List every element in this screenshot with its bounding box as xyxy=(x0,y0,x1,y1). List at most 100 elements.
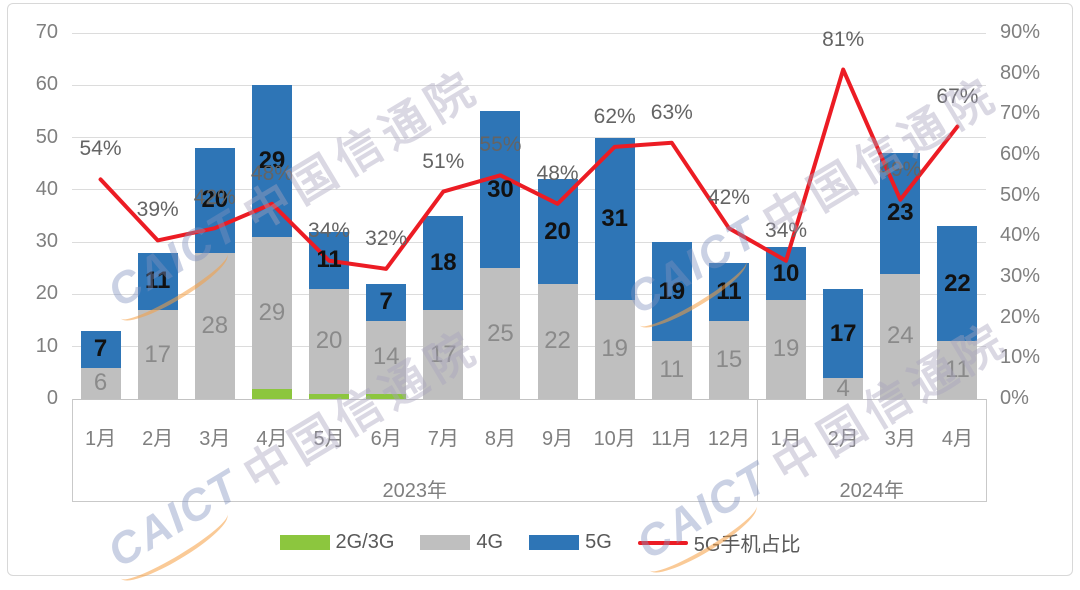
bar-label-4g: 19 xyxy=(601,335,629,363)
line-data-label: 48% xyxy=(536,161,579,185)
bar-segment-5g xyxy=(423,216,464,311)
bar-label-4g: 19 xyxy=(772,335,800,363)
line-data-label: 51% xyxy=(422,149,465,173)
left-axis-tick: 60 xyxy=(35,73,58,96)
left-axis-tick: 70 xyxy=(35,21,58,43)
bar-label-4g: 17 xyxy=(429,340,457,368)
bar-label-5g: 31 xyxy=(601,204,629,232)
bar-segment-2g3g xyxy=(366,393,407,399)
bar-label-4g: 11 xyxy=(944,356,970,384)
legend-label: 5G xyxy=(585,531,612,553)
bar-segment-5g xyxy=(137,252,178,311)
line-data-label: 49% xyxy=(879,157,922,181)
month-label: 5月 xyxy=(313,428,345,450)
bar-segment-5g xyxy=(823,289,864,379)
line-data-label: 32% xyxy=(365,226,408,250)
gridline xyxy=(72,346,986,348)
bar-label-4g: 29 xyxy=(258,298,286,326)
right-axis-tick: 70% xyxy=(1000,102,1041,125)
legend-swatch xyxy=(279,535,330,550)
category-divider xyxy=(757,399,758,502)
line-data-label: 55% xyxy=(479,133,522,157)
category-divider xyxy=(71,399,73,502)
legend-line-swatch xyxy=(637,540,688,545)
bar-segment-5g xyxy=(937,226,978,342)
gridline xyxy=(72,241,986,243)
left-axis-tick: 30 xyxy=(35,230,58,253)
bar-segment-4g xyxy=(937,341,978,399)
bar-segment-2g3g xyxy=(309,393,350,399)
bar-segment-5g xyxy=(366,283,407,321)
bar-label-4g: 28 xyxy=(201,311,229,339)
month-label: 4月 xyxy=(941,428,973,450)
bar-segment-5g xyxy=(708,263,749,321)
left-axis-tick: 0 xyxy=(46,387,58,409)
year-label: 2023年 xyxy=(382,480,448,502)
chart-frame xyxy=(7,3,1073,576)
legend-label: 4G xyxy=(476,531,504,553)
year-label: 2024年 xyxy=(839,480,905,502)
bar-label-4g: 20 xyxy=(315,327,343,355)
bar-segment-4g xyxy=(251,236,292,389)
bar-label-5g: 10 xyxy=(772,259,800,287)
category-divider xyxy=(985,399,987,502)
line-data-label: 81% xyxy=(822,27,865,51)
line-data-label: 34% xyxy=(308,218,351,242)
bar-label-4g: 22 xyxy=(544,327,571,355)
right-axis-tick: 50% xyxy=(1000,183,1041,206)
bar-label-5g: 20 xyxy=(201,186,229,214)
bar-label-5g: 30 xyxy=(487,175,514,203)
left-axis-tick: 20 xyxy=(35,282,58,305)
legend-item-2g3g: 2G/3G xyxy=(279,531,394,554)
line-data-label: 63% xyxy=(650,100,693,124)
bar-label-5g: 19 xyxy=(658,277,686,305)
right-axis-tick: 20% xyxy=(1000,305,1041,328)
line-data-label: 67% xyxy=(936,84,979,108)
bar-segment-4g xyxy=(480,268,521,399)
right-axis-tick: 60% xyxy=(1000,143,1041,165)
legend-item-4g: 4G xyxy=(420,531,503,554)
gridline xyxy=(72,293,986,295)
bar-segment-4g xyxy=(594,299,635,399)
line-data-label: 42% xyxy=(707,186,750,210)
bar-segment-5g xyxy=(194,148,235,253)
month-label: 2月 xyxy=(142,428,174,450)
bar-segment-4g xyxy=(766,299,807,399)
gridline xyxy=(72,32,986,34)
right-axis-tick: 40% xyxy=(1000,224,1041,247)
line-data-label: 54% xyxy=(79,137,122,161)
bar-segment-4g xyxy=(537,283,578,399)
bar-label-5g: 11 xyxy=(145,267,171,295)
bar-label-4g: 4 xyxy=(836,374,850,402)
bar-label-4g: 6 xyxy=(93,369,108,397)
legend: 2G/3G 4G 5G 5G手机占比 xyxy=(0,528,1080,557)
bar-segment-4g xyxy=(80,367,121,399)
line-data-label: 42% xyxy=(193,186,236,210)
bar-segment-4g xyxy=(651,341,692,399)
bar-segment-5g xyxy=(651,242,692,342)
month-label: 7月 xyxy=(427,428,459,450)
bar-label-4g: 24 xyxy=(886,322,914,350)
legend-item-5g: 5G xyxy=(529,531,612,554)
month-label: 12月 xyxy=(707,428,751,450)
gridline xyxy=(72,84,986,86)
bar-label-5g: 29 xyxy=(258,147,286,175)
gridline xyxy=(72,398,986,400)
month-label: 9月 xyxy=(542,428,574,450)
month-label: 4月 xyxy=(256,428,288,450)
right-axis-tick: 90% xyxy=(1000,21,1041,43)
bar-segment-4g xyxy=(137,310,178,399)
month-label: 3月 xyxy=(199,428,231,450)
bar-label-5g: 18 xyxy=(429,249,457,277)
bar-segment-5g xyxy=(480,111,521,269)
bar-label-5g: 22 xyxy=(944,269,971,297)
month-label: 6月 xyxy=(370,428,402,450)
bar-label-5g: 7 xyxy=(93,335,108,363)
right-axis-tick: 10% xyxy=(1000,346,1041,369)
left-axis-tick: 40 xyxy=(35,177,58,200)
legend-swatch xyxy=(529,535,580,550)
legend-swatch xyxy=(420,535,471,550)
bar-segment-4g xyxy=(309,289,350,394)
right-axis-tick: 30% xyxy=(1000,265,1041,287)
